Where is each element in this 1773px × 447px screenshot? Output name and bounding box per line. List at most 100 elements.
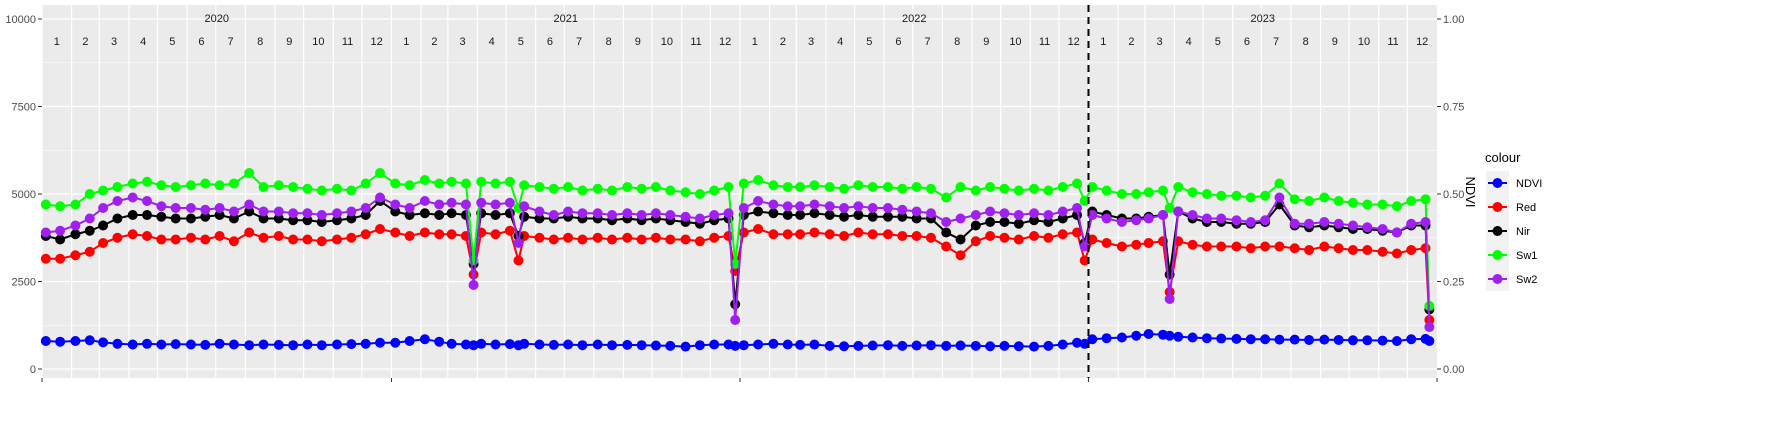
data-point-sw2 [1231,215,1242,226]
month-label: 9 [635,36,641,48]
month-label: 9 [1332,36,1338,48]
series-layer [40,168,1435,352]
data-point-ndvi [782,339,793,350]
data-point-sw1 [1260,190,1271,201]
data-point-ndvi [753,339,764,350]
data-point-ndvi [1274,334,1285,345]
data-point-ndvi [1101,333,1112,344]
data-point-sw2 [185,203,196,213]
data-point-ndvi [970,340,981,351]
data-point-ndvi [1029,341,1040,352]
data-point-sw2 [867,203,878,213]
data-point-nir [768,208,779,219]
data-point-ndvi [404,336,415,346]
data-point-sw2 [1043,210,1054,220]
data-point-nir [390,206,401,217]
data-point-sw2 [316,210,327,220]
data-point-sw1 [723,182,734,192]
legend-key-point [1492,226,1503,236]
data-point-ndvi [1043,340,1054,351]
data-point-sw2 [1072,203,1083,213]
data-point-red [709,232,720,243]
month-label: 3 [1157,36,1163,48]
data-point-sw1 [768,180,779,191]
data-point-red [1347,245,1358,255]
data-point-nir [999,217,1010,227]
month-label: 7 [576,36,582,48]
data-point-sw2 [809,199,820,210]
month-label: 2 [82,36,88,48]
month-label: 2 [780,36,786,48]
month-label: 3 [808,36,814,48]
data-point-sw1 [156,180,167,191]
data-point-sw1 [98,185,109,196]
data-point-nir [795,210,806,220]
data-point-nir [1013,218,1024,229]
data-point-red [925,232,936,243]
data-point-sw2 [332,208,343,219]
data-point-sw1 [694,189,705,199]
data-point-sw1 [853,180,864,191]
data-point-red [911,231,922,241]
data-point-sw1 [577,185,588,196]
data-point-ndvi [244,340,255,351]
data-point-sw1 [1231,190,1242,201]
series-ndvi [40,329,1435,352]
data-point-sw2 [753,196,764,206]
data-point-ndvi [853,340,864,351]
data-point-ndvi [1116,332,1127,343]
data-point-nir [244,206,255,217]
data-point-sw1 [1289,194,1300,205]
data-point-ndvi [768,338,779,349]
data-point-sw1 [460,178,471,189]
data-point-sw2 [375,192,386,203]
data-point-sw1 [1079,196,1090,206]
data-point-red [1245,243,1256,254]
data-point-red [1391,248,1402,259]
month-label: 12 [1416,36,1428,48]
data-point-sw2 [170,203,181,213]
data-point-ndvi [476,338,487,349]
data-point-sw2 [738,203,749,213]
data-point-ndvi [302,339,313,350]
data-point-sw1 [112,182,123,192]
data-point-ndvi [228,339,239,350]
data-point-sw1 [1304,196,1315,206]
data-point-sw1 [999,183,1010,194]
data-point-sw1 [40,199,51,210]
data-point-nir [142,210,153,220]
data-point-sw2 [1289,218,1300,229]
data-point-sw1 [504,176,515,187]
data-point-sw2 [709,210,720,220]
data-point-sw2 [513,238,524,248]
data-point-sw2 [404,203,415,213]
data-point-sw1 [1164,203,1175,213]
data-point-sw2 [955,213,966,224]
data-point-sw2 [288,208,299,219]
legend-label-sw1: Sw1 [1516,250,1537,262]
data-point-sw1 [404,180,415,191]
data-point-sw2 [244,199,255,210]
data-point-red [332,234,343,245]
data-point-red [1057,229,1068,240]
data-point-sw1 [1013,185,1024,196]
data-point-ndvi [1377,335,1388,346]
data-point-sw2 [694,213,705,224]
data-point-ndvi [84,335,95,346]
data-point-sw1 [1043,185,1054,196]
data-point-nir [170,213,181,224]
month-label: 5 [1215,36,1221,48]
data-point-sw1 [548,183,559,194]
data-point-ndvi [1319,334,1330,345]
data-point-nir [1043,217,1054,227]
data-point-sw2 [156,201,167,212]
data-point-sw1 [622,182,633,192]
month-label: 1 [54,36,60,48]
legend-key-point [1492,202,1503,212]
data-point-red [563,232,574,243]
data-point-red [419,227,430,238]
month-label: 1 [1100,36,1106,48]
data-point-red [316,236,327,247]
data-point-sw2 [112,196,123,206]
data-point-sw1 [1362,199,1373,210]
